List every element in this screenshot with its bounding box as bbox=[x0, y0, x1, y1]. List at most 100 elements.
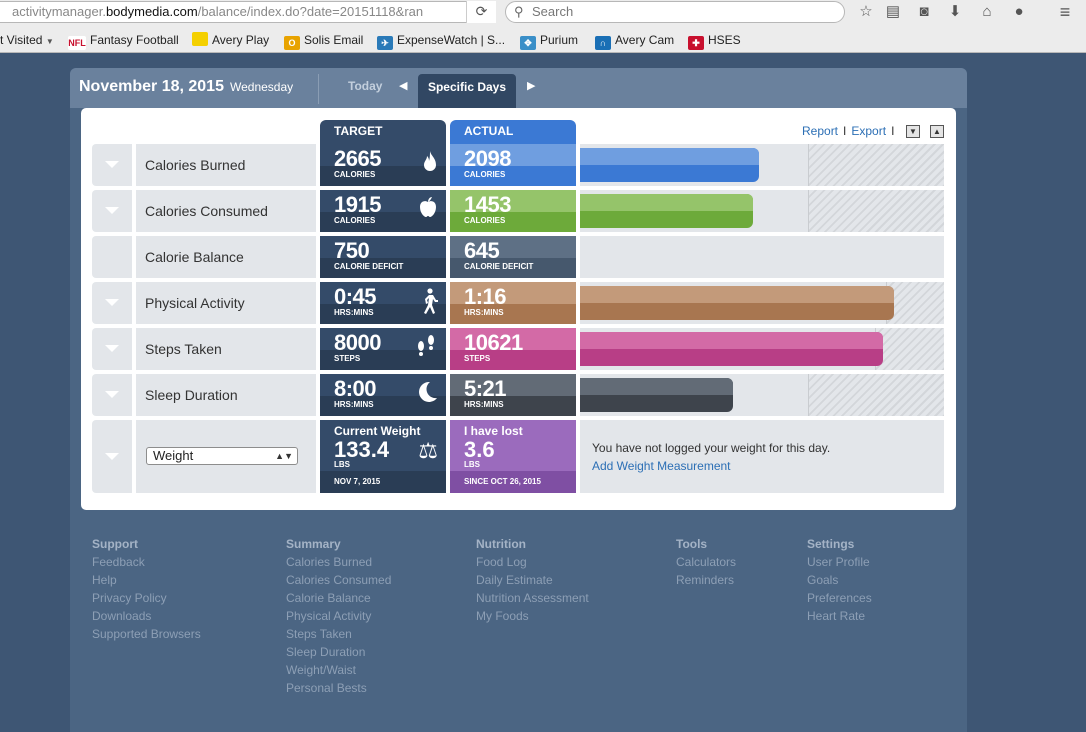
footer-link[interactable]: Calories Consumed bbox=[286, 573, 392, 587]
footer-link[interactable]: Help bbox=[92, 573, 117, 587]
footer-link[interactable]: Reminders bbox=[676, 573, 735, 587]
footer-link[interactable]: Supported Browsers bbox=[92, 627, 201, 641]
target-value: 8000 bbox=[334, 330, 381, 355]
add-weight-link[interactable]: Add Weight Measurement bbox=[592, 459, 731, 473]
menu-icon[interactable]: ≡ bbox=[1059, 2, 1071, 22]
progress-bar-highlight bbox=[580, 378, 733, 395]
goal-remaining-hatch bbox=[875, 328, 944, 370]
expand-all-icon[interactable]: ▲ bbox=[930, 125, 944, 138]
link-separator: I bbox=[891, 124, 895, 138]
footer-link[interactable]: Preferences bbox=[807, 591, 872, 605]
actual-unit: CALORIES bbox=[464, 216, 506, 225]
weight-select[interactable]: Weight ▲▼ bbox=[146, 447, 298, 465]
target-cell: 0:45 HRS:MINS bbox=[320, 282, 446, 324]
progress-track bbox=[580, 144, 944, 186]
panel-header: November 18, 2015 Wednesday Today ◀ Speci… bbox=[70, 68, 967, 108]
progress-track bbox=[580, 282, 944, 324]
tab-today[interactable]: Today bbox=[348, 79, 383, 93]
footer-link[interactable]: Feedback bbox=[92, 555, 145, 569]
footer-col-tools: Tools Calculators Reminders bbox=[676, 537, 736, 592]
tab-specific-days[interactable]: Specific Days bbox=[418, 74, 516, 108]
cell-band bbox=[450, 166, 576, 186]
footer-link[interactable]: Physical Activity bbox=[286, 609, 372, 623]
pocket-icon[interactable]: ◙ bbox=[919, 3, 929, 20]
bookmark-expensewatch[interactable]: ✈ ExpenseWatch | S... bbox=[377, 31, 505, 50]
weight-row-toggle[interactable] bbox=[92, 420, 132, 493]
cross-icon: ✚ bbox=[688, 36, 704, 50]
prev-day-icon[interactable]: ◀ bbox=[399, 80, 408, 92]
actual-value: 10621 bbox=[464, 330, 523, 355]
target-cell: 8:00 HRS:MINS bbox=[320, 374, 446, 416]
footer-link[interactable]: Goals bbox=[807, 573, 839, 587]
scrollbar[interactable] bbox=[1074, 53, 1086, 732]
bookmark-label: HSES bbox=[708, 33, 741, 47]
footer-link[interactable]: Steps Taken bbox=[286, 627, 352, 641]
cell-band bbox=[450, 212, 576, 232]
weight-lost-since: SINCE OCT 26, 2015 bbox=[450, 471, 576, 493]
bookmark-most-visited[interactable]: t Visited ▼ bbox=[0, 31, 54, 49]
url-prefix: activitymanager. bbox=[12, 4, 106, 19]
footer-link[interactable]: Calories Burned bbox=[286, 555, 373, 569]
browser-chrome: activitymanager.bodymedia.com/balance/in… bbox=[0, 0, 1086, 53]
chat-icon[interactable]: ● bbox=[1014, 3, 1024, 20]
collapse-all-icon[interactable]: ▼ bbox=[906, 125, 920, 138]
report-link[interactable]: Report bbox=[802, 124, 839, 138]
footer-link[interactable]: Food Log bbox=[476, 555, 527, 569]
actual-unit: STEPS bbox=[464, 354, 491, 363]
home-icon[interactable]: ⌂ bbox=[982, 3, 992, 20]
bookmark-hses[interactable]: ✚ HSES bbox=[688, 31, 741, 50]
cell-band bbox=[320, 304, 446, 324]
footer-link[interactable]: Personal Bests bbox=[286, 681, 367, 695]
row-toggle[interactable] bbox=[92, 190, 132, 232]
url-bar[interactable]: activitymanager.bodymedia.com/balance/in… bbox=[0, 1, 496, 23]
target-unit: HRS:MINS bbox=[334, 308, 374, 317]
actual-cell: 645 CALORIE DEFICIT bbox=[450, 236, 576, 278]
download-icon[interactable]: ⬇ bbox=[948, 3, 962, 20]
footer-link[interactable]: Daily Estimate bbox=[476, 573, 553, 587]
footer-link[interactable]: Calculators bbox=[676, 555, 737, 569]
bookmark-fantasy-football[interactable]: NFL Fantasy Football bbox=[68, 31, 179, 50]
row-toggle[interactable] bbox=[92, 144, 132, 186]
reading-list-icon[interactable]: ▤ bbox=[885, 3, 901, 20]
footer-link[interactable]: Calorie Balance bbox=[286, 591, 371, 605]
export-link[interactable]: Export bbox=[851, 124, 887, 138]
chevron-down-icon bbox=[105, 345, 119, 352]
cell-band bbox=[450, 258, 576, 278]
progress-bar bbox=[580, 148, 759, 182]
target-value: 8:00 bbox=[334, 376, 377, 401]
chevron-down-icon bbox=[105, 161, 119, 168]
footer-link[interactable]: My Foods bbox=[476, 609, 529, 623]
next-day-icon[interactable]: ▶ bbox=[527, 80, 536, 92]
progress-bar bbox=[580, 378, 733, 412]
search-input[interactable]: ⚲ Search bbox=[505, 1, 845, 23]
reload-icon[interactable]: ⟳ bbox=[466, 1, 496, 23]
actual-value: 2098 bbox=[464, 146, 511, 171]
bookmark-solis-email[interactable]: O Solis Email bbox=[284, 31, 363, 50]
current-weight-cell: Current Weight 133.4 LBS ⚖ NOV 7, 2015 bbox=[320, 420, 446, 493]
row-toggle bbox=[92, 236, 132, 278]
footprints-icon bbox=[414, 334, 438, 362]
footer-col-summary: Summary Calories Burned Calories Consume… bbox=[286, 537, 391, 700]
footer-link[interactable]: Downloads bbox=[92, 609, 152, 623]
weight-row: Weight ▲▼ Current Weight 133.4 LBS ⚖ NOV … bbox=[92, 420, 944, 493]
footer-link[interactable]: User Profile bbox=[807, 555, 870, 569]
bookmark-avery-play[interactable]: Avery Play bbox=[192, 31, 269, 49]
footer-link[interactable]: Nutrition Assessment bbox=[476, 591, 589, 605]
camera-icon: ∩ bbox=[595, 36, 611, 50]
footer-col-settings: Settings User Profile Goals Preferences … bbox=[807, 537, 872, 628]
footer-link[interactable]: Sleep Duration bbox=[286, 645, 366, 659]
bookmark-purium[interactable]: ✥ Purium bbox=[520, 31, 578, 50]
row-toggle[interactable] bbox=[92, 282, 132, 324]
bird-icon: ✈ bbox=[377, 36, 393, 50]
actual-value: 5:21 bbox=[464, 376, 507, 401]
row-toggle[interactable] bbox=[92, 328, 132, 370]
dropdown-icon: ▼ bbox=[45, 37, 54, 46]
footer-link[interactable]: Weight/Waist bbox=[286, 663, 357, 677]
cell-band bbox=[450, 350, 576, 370]
footer-link[interactable]: Privacy Policy bbox=[92, 591, 167, 605]
outlook-icon: O bbox=[284, 36, 300, 50]
row-toggle[interactable] bbox=[92, 374, 132, 416]
footer-link[interactable]: Heart Rate bbox=[807, 609, 866, 623]
bookmark-avery-cam[interactable]: ∩ Avery Cam bbox=[595, 31, 674, 50]
bookmark-star-icon[interactable]: ☆ bbox=[859, 3, 873, 20]
